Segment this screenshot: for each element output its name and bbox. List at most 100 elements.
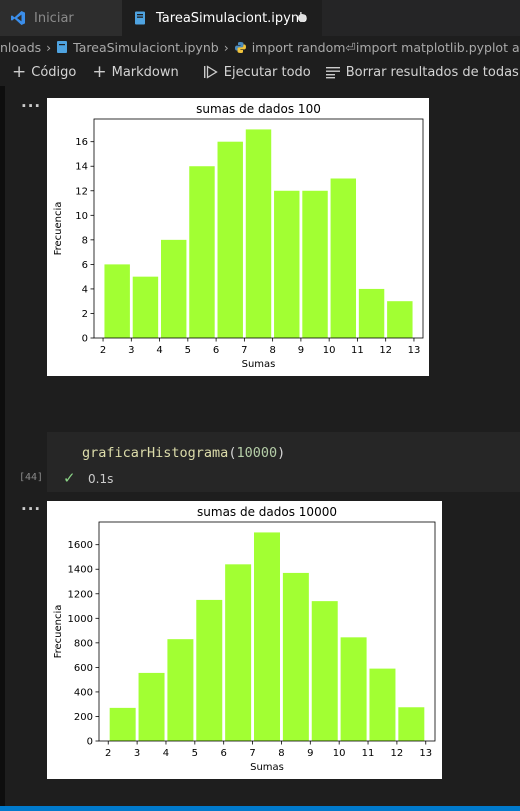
unsaved-dot-icon[interactable] [298, 14, 306, 22]
y-tick-label: 800 [74, 638, 93, 649]
notebook-icon [132, 10, 148, 26]
histogram-bar [104, 264, 129, 338]
x-tick-label: 5 [185, 345, 191, 356]
histogram-bar [161, 240, 186, 338]
x-tick-label: 2 [105, 748, 111, 759]
clear-all-icon [325, 64, 341, 80]
clear-outputs-label: Borrar resultados de todas las cel [346, 65, 520, 80]
histogram-bar [387, 301, 412, 338]
y-tick-label: 0 [82, 334, 88, 345]
histogram-bar [312, 601, 338, 741]
histogram-bar [302, 191, 327, 338]
run-all-button[interactable]: Ejecutar todo [203, 64, 311, 80]
y-tick-label: 16 [75, 137, 88, 148]
x-tick-label: 13 [419, 748, 432, 759]
run-all-label: Ejecutar todo [224, 65, 311, 80]
histogram-bar [359, 289, 384, 338]
histogram-bar [110, 708, 136, 741]
x-tick-label: 10 [323, 345, 336, 356]
y-tick-label: 10 [75, 211, 88, 222]
y-tick-label: 1200 [68, 589, 93, 600]
histogram-bar [246, 129, 271, 338]
tab-label: TareaSimulaciont.ipynb [156, 11, 307, 26]
x-tick-label: 5 [192, 748, 198, 759]
chevron-right-icon: › [224, 40, 229, 55]
y-tick-label: 600 [74, 663, 93, 674]
x-tick-label: 3 [134, 748, 140, 759]
breadcrumb-file[interactable]: TareaSimulaciont.ipynb [73, 40, 219, 55]
plus-icon: + [12, 62, 26, 82]
x-tick-label: 3 [128, 345, 134, 356]
tab-iniciar[interactable]: Iniciar [0, 0, 122, 36]
x-tick-label: 11 [362, 748, 375, 759]
x-tick-label: 13 [408, 345, 421, 356]
output-menu-button[interactable]: ... [21, 496, 41, 514]
x-tick-label: 2 [100, 345, 106, 356]
y-tick-label: 8 [82, 235, 88, 246]
x-tick-label: 4 [156, 345, 162, 356]
histogram-bar [196, 600, 222, 741]
plus-icon: + [92, 62, 106, 82]
execution-count: [44] [19, 472, 43, 483]
vscode-icon [10, 10, 26, 26]
chart-title: sumas de dados 10000 [197, 505, 337, 519]
check-icon: ✓ [63, 469, 76, 487]
x-tick-label: 12 [379, 345, 392, 356]
add-code-label: Código [31, 65, 76, 80]
x-tick-label: 7 [241, 345, 247, 356]
y-tick-label: 200 [74, 712, 93, 723]
add-code-button[interactable]: + Código [12, 62, 76, 82]
x-tick-label: 4 [163, 748, 169, 759]
add-markdown-button[interactable]: + Markdown [92, 62, 178, 82]
breadcrumb-cell[interactable]: import random⏎import matplotlib.pyplot a… [252, 40, 520, 55]
histogram-bar [274, 191, 299, 338]
code-line[interactable]: graficarHistograma(10000) [82, 445, 285, 461]
y-tick-label: 12 [75, 186, 88, 197]
clear-outputs-button[interactable]: Borrar resultados de todas las cel [325, 64, 520, 80]
x-tick-label: 6 [213, 345, 219, 356]
code-cell[interactable]: graficarHistograma(10000) [47, 432, 520, 492]
histogram-bar [139, 673, 165, 741]
notebook-toolbar: + Código + Markdown Ejecutar todo Borrar… [0, 58, 520, 86]
python-icon [234, 41, 247, 54]
y-axis-label: Frecuencia [53, 202, 64, 256]
breadcrumb-folder[interactable]: nloads [0, 40, 41, 55]
tab-notebook[interactable]: TareaSimulaciont.ipynb [122, 0, 322, 36]
breadcrumb: nloads › TareaSimulaciont.ipynb › import… [0, 36, 520, 58]
y-axis-label: Frecuencia [53, 605, 64, 659]
cell-gutter [0, 86, 5, 806]
y-tick-label: 14 [75, 162, 88, 173]
x-tick-label: 7 [249, 748, 255, 759]
x-tick-label: 8 [278, 748, 284, 759]
histogram-bar [369, 669, 395, 741]
x-axis-label: Sumas [250, 762, 284, 773]
y-tick-label: 4 [82, 284, 88, 295]
x-tick-label: 9 [307, 748, 313, 759]
chart-title: sumas de dados 100 [196, 102, 321, 116]
histogram-chart-10000: 2 3 4 5 6 7 8 9 10 11 12 13 0 200 400 600 800 1000 1200 140… [47, 501, 442, 779]
y-tick-label: 400 [74, 687, 93, 698]
y-tick-label: 1600 [68, 540, 93, 551]
x-tick-label: 12 [391, 748, 404, 759]
y-tick-label: 6 [82, 260, 88, 271]
output-menu-button[interactable]: ... [21, 93, 41, 111]
histogram-bar [133, 277, 158, 338]
chevron-right-icon: › [46, 40, 51, 55]
status-bar-edge [0, 806, 520, 811]
histogram-bar [254, 532, 280, 741]
tab-label: Iniciar [34, 11, 74, 26]
code-argument: 10000 [236, 445, 277, 461]
execution-time: 0.1s [88, 472, 113, 486]
run-all-icon [203, 64, 219, 80]
y-tick-label: 2 [82, 309, 88, 320]
x-axis-label: Sumas [242, 359, 276, 370]
histogram-bar [331, 179, 356, 338]
histogram-chart-100: 2 3 4 5 6 7 8 9 10 11 12 13 0 2 4 6 8 10 12 14 16 sumas de da… [47, 98, 429, 376]
histogram-bar [398, 707, 424, 741]
y-tick-label: 1400 [68, 565, 93, 576]
histogram-bar [341, 637, 367, 741]
notebook-icon [56, 40, 68, 54]
x-tick-label: 8 [269, 345, 275, 356]
histogram-bar [167, 639, 193, 741]
add-markdown-label: Markdown [112, 65, 179, 80]
